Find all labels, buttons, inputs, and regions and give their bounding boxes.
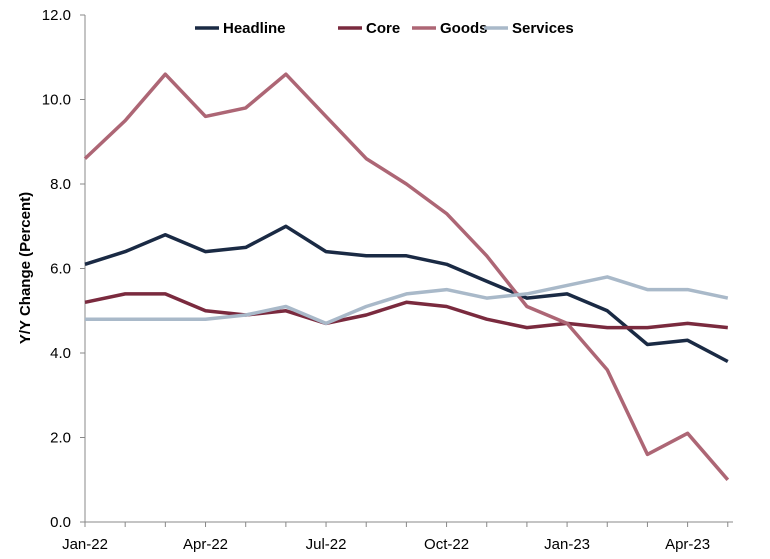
y-tick-label: 8.0 xyxy=(50,176,71,193)
x-tick-label: Jan-23 xyxy=(544,536,590,553)
x-tick-label: Jul-22 xyxy=(306,536,347,553)
y-axis-title: Y/Y Change (Percent) xyxy=(17,192,34,344)
y-tick-label: 10.0 xyxy=(42,92,71,109)
x-tick-label: Oct-22 xyxy=(424,536,469,553)
x-tick-label: Jan-22 xyxy=(62,536,108,553)
series-line-headline xyxy=(84,224,729,364)
legend-label-services: Services xyxy=(512,20,574,37)
x-tick-label: Apr-23 xyxy=(665,536,710,553)
y-tick-label: 4.0 xyxy=(50,345,71,362)
legend-label-goods: Goods xyxy=(440,20,488,37)
series-line-core xyxy=(84,292,728,330)
plot-area: 0.0 2.0 4.0 6.0 8.0 10.0 12.0 Jan-22 Apr-22 Jul-2… xyxy=(42,7,733,553)
y-tick-label: 6.0 xyxy=(50,261,71,278)
legend-label-core: Core xyxy=(366,20,400,37)
legend-label-headline: Headline xyxy=(223,20,286,37)
x-tick-label: Apr-22 xyxy=(183,536,228,553)
y-tick-label: 12.0 xyxy=(42,7,71,24)
y-tick-label: 2.0 xyxy=(50,430,71,447)
series-line-services xyxy=(85,275,729,326)
series-line-goods xyxy=(83,72,730,481)
y-tick-label: 0.0 xyxy=(50,514,71,531)
